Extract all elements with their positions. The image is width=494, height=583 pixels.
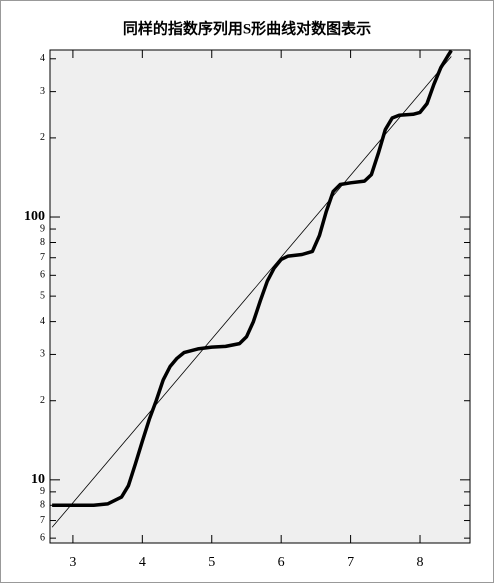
y-tick-label: 10 bbox=[31, 472, 45, 487]
y-tick-label: 2 bbox=[40, 395, 45, 406]
x-tick-label: 5 bbox=[208, 555, 215, 570]
y-tick-label: 7 bbox=[40, 252, 45, 263]
series-line bbox=[52, 49, 453, 508]
y-tick-label: 4 bbox=[40, 316, 45, 327]
y-tick-label: 100 bbox=[24, 209, 45, 224]
x-tick-label: 3 bbox=[69, 555, 76, 570]
x-tick-label: 7 bbox=[347, 555, 354, 570]
y-tick-label: 2 bbox=[40, 132, 45, 143]
y-tick-label: 6 bbox=[40, 270, 45, 281]
y-tick-label: 8 bbox=[40, 500, 45, 511]
x-tick-label: 4 bbox=[139, 555, 146, 570]
y-tick-label: 6 bbox=[40, 532, 45, 543]
y-tick-label: 3 bbox=[40, 86, 45, 97]
x-tick-label: 8 bbox=[417, 555, 424, 570]
y-tick-label: 4 bbox=[40, 53, 45, 64]
series-line bbox=[51, 56, 452, 528]
y-tick-label: 8 bbox=[40, 237, 45, 248]
y-tick-label: 5 bbox=[40, 290, 45, 301]
x-tick-label: 6 bbox=[278, 555, 285, 570]
y-tick-label: 9 bbox=[40, 486, 45, 497]
y-tick-label: 9 bbox=[40, 223, 45, 234]
chart-title: 同样的指数序列用S形曲线对数图表示 bbox=[123, 19, 371, 37]
y-tick-label: 7 bbox=[40, 515, 45, 526]
y-tick-label: 3 bbox=[40, 349, 45, 360]
